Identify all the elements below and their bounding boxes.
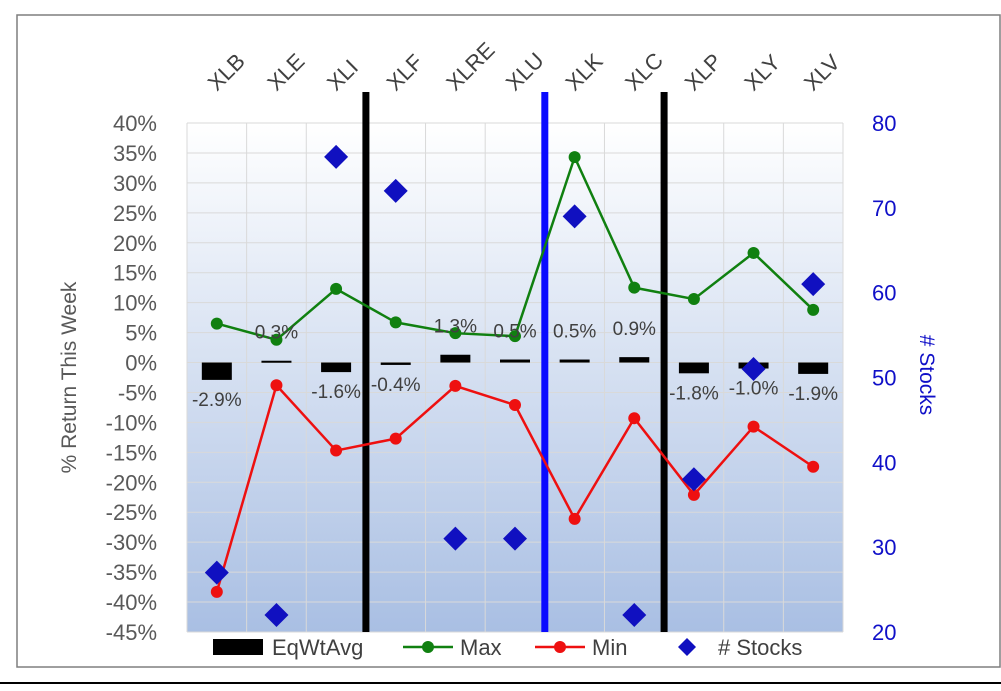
data-label-xle: 0.3% — [255, 323, 298, 344]
point-min-xle — [270, 379, 283, 392]
y-axis-title: % Return This Week — [58, 281, 81, 473]
bar-xle — [261, 360, 292, 363]
point-max-xli — [330, 282, 343, 295]
data-label-xlre: 1.3% — [434, 317, 477, 338]
point-stocks-xlb — [204, 560, 229, 585]
y2-tick-label: 60 — [872, 281, 896, 306]
series-markers — [204, 144, 826, 628]
point-max-xlu — [509, 330, 521, 343]
point-stocks-xli — [324, 144, 349, 169]
y-tick-label: -45% — [106, 620, 157, 645]
y-tick-label: -35% — [106, 560, 157, 585]
y-tick-label: 10% — [113, 291, 157, 316]
legend: EqWtAvg Max Min # Stocks — [213, 635, 802, 660]
point-max-xlf — [389, 316, 402, 329]
bar-xlk — [559, 359, 590, 363]
point-min-xlre — [449, 379, 462, 392]
data-label-xlf: -0.4% — [371, 375, 421, 396]
point-max-xlk — [568, 151, 581, 164]
bar-xlb — [201, 362, 232, 380]
bar-xlf — [380, 362, 411, 365]
point-min-xlk — [568, 512, 581, 525]
legend-swatch-eqwtavg — [213, 639, 263, 655]
point-max-xly — [747, 246, 760, 259]
point-stocks-xlu — [503, 526, 527, 551]
y-tick-label: -5% — [118, 380, 157, 405]
data-labels: -2.9% 0.3% -1.6% -0.4% 1.3% 0.5% 0.5% 0.9% -1.8%… — [192, 317, 838, 411]
y-tick-label: -25% — [106, 500, 157, 525]
y2-tick-label: 70 — [872, 196, 896, 221]
point-stocks-xlv — [801, 272, 826, 297]
data-label-xlp: -1.8% — [669, 383, 719, 404]
y-tick-label: -30% — [106, 530, 157, 555]
data-label-xli: -1.6% — [311, 382, 361, 403]
plot-area — [187, 123, 843, 632]
y-tick-label: 15% — [113, 261, 157, 286]
y-tick-label: 0% — [125, 351, 157, 376]
bar-xlre — [440, 354, 471, 363]
bar-xlp — [678, 362, 709, 374]
y-tick-label: -10% — [106, 410, 157, 435]
y2-tick-label: 20 — [872, 620, 896, 645]
y-tick-label: 30% — [113, 171, 157, 196]
point-max-xlb — [210, 317, 223, 330]
y-tick-label: 40% — [113, 111, 157, 136]
legend-marker-stocks — [678, 638, 696, 656]
point-max-xlre — [449, 327, 462, 340]
y-tick-label: 35% — [113, 141, 157, 166]
data-label-xlu: 0.5% — [493, 322, 536, 343]
legend-label-max: Max — [460, 635, 502, 660]
y2-axis-title: # Stocks — [915, 335, 938, 416]
y2-tick-label: 40 — [872, 450, 896, 475]
sector-dividers — [362, 92, 668, 632]
point-min-xlu — [509, 399, 521, 412]
y2-tick-label: 80 — [872, 111, 896, 136]
y-tick-label: 5% — [125, 321, 157, 346]
y-tick-label: 20% — [113, 231, 157, 256]
point-stocks-xle — [264, 603, 289, 628]
legend-marker-min — [554, 641, 566, 653]
data-label-xly: -1.0% — [729, 379, 779, 400]
legend-marker-max — [422, 641, 434, 653]
bar-xli — [321, 362, 352, 373]
point-stocks-xlre — [443, 526, 468, 551]
point-min-xli — [330, 444, 343, 457]
y-tick-label: 25% — [113, 201, 157, 226]
y2-tick-label: 30 — [872, 535, 896, 560]
y-tick-label: -20% — [106, 470, 157, 495]
y-tick-label: -40% — [106, 590, 157, 615]
point-min-xlc — [628, 412, 641, 425]
point-max-xlc — [628, 281, 641, 294]
y-tick-label: -15% — [106, 440, 157, 465]
point-max-xlv — [807, 303, 820, 316]
point-stocks-xlc — [622, 603, 647, 628]
bar-xlc — [619, 357, 650, 363]
point-max-xlp — [687, 293, 700, 306]
data-label-xlk: 0.5% — [553, 322, 596, 343]
point-max-xle — [270, 333, 283, 346]
point-min-xlf — [389, 432, 402, 445]
point-min-xlb — [210, 585, 223, 598]
legend-label-eqwtavg: EqWtAvg — [272, 635, 363, 660]
point-min-xlv — [807, 460, 820, 473]
point-stocks-xlf — [383, 178, 408, 203]
data-label-xlc: 0.9% — [613, 319, 656, 340]
legend-label-stocks: # Stocks — [718, 635, 802, 660]
bar-xlu — [500, 359, 530, 363]
point-stocks-xlk — [562, 204, 587, 229]
y2-tick-label: 50 — [872, 366, 896, 391]
bar-xlv — [798, 362, 829, 374]
point-min-xlp — [687, 488, 700, 501]
point-stocks-xly — [741, 357, 766, 382]
legend-label-min: Min — [592, 635, 627, 660]
data-label-xlv: -1.9% — [788, 384, 838, 405]
point-stocks-xlp — [681, 467, 706, 492]
data-label-xlb: -2.9% — [192, 390, 242, 411]
point-min-xly — [747, 420, 760, 433]
